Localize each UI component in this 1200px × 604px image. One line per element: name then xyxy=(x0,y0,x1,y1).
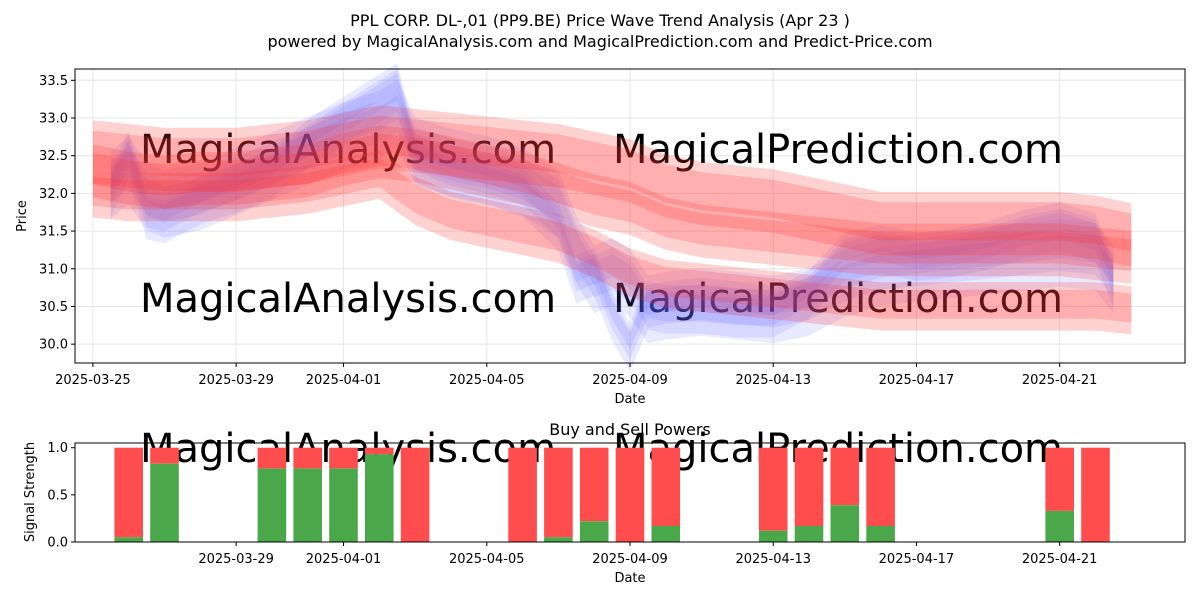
blue-wave-band xyxy=(110,79,1114,344)
watermark: MagicalPrediction.com xyxy=(613,127,1063,173)
sell-power-bar xyxy=(257,447,287,469)
power-y-axis: 0.0 0.5 1.0 xyxy=(47,441,75,551)
blue-wave-band xyxy=(110,95,1114,316)
sell-power-bar xyxy=(866,447,895,526)
price-x-label: Date xyxy=(614,392,645,407)
buy-power-bar xyxy=(329,468,358,542)
sell-power-bar xyxy=(293,447,322,469)
price-grid xyxy=(75,69,1185,363)
red-wave-band xyxy=(92,125,1132,284)
power-x-tick-label: 2025-04-01 xyxy=(306,552,382,567)
sell-power-bar xyxy=(1081,447,1110,542)
buy-power-bar xyxy=(866,526,895,542)
sell-power-bar xyxy=(758,447,788,531)
price-x-axis: 2025-03-25 2025-03-29 2025-04-01 2025-04-05… xyxy=(55,363,1097,388)
buy-power-bar xyxy=(114,537,143,542)
price-x-tick-label: 2025-04-09 xyxy=(592,373,668,388)
price-x-tick-label: 2025-04-21 xyxy=(1022,373,1098,388)
buy-power-bar xyxy=(651,526,681,542)
price-waves xyxy=(92,63,1132,372)
red-wave-band xyxy=(92,150,1132,335)
sell-power-bar xyxy=(1045,447,1074,511)
red-wave-band xyxy=(92,157,1132,323)
red-wave-band xyxy=(92,105,1132,267)
sell-power-bar xyxy=(651,447,681,526)
power-y-tick-label: 0.5 xyxy=(47,488,68,503)
power-x-label: Date xyxy=(614,571,645,586)
price-x-tick-label: 2025-04-01 xyxy=(306,373,382,388)
chart-title: PPL CORP. DL-,01 (PP9.BE) Price Wave Tre… xyxy=(350,11,850,30)
red-wave-band xyxy=(92,133,1132,271)
price-x-tick-label: 2025-03-29 xyxy=(198,373,274,388)
watermark: MagicalPrediction.com xyxy=(613,276,1063,322)
price-y-tick-label: 31.5 xyxy=(39,225,68,240)
sell-power-bar xyxy=(615,447,645,542)
sell-power-bar xyxy=(579,447,609,522)
price-x-tick-label: 2025-04-05 xyxy=(449,373,525,388)
buy-power-bar xyxy=(257,468,287,542)
sell-power-bar xyxy=(329,447,358,469)
price-x-tick-label: 2025-04-13 xyxy=(735,373,811,388)
price-x-tick-label: 2025-04-17 xyxy=(879,373,955,388)
price-y-label: Price xyxy=(15,200,30,232)
price-y-tick-label: 31.0 xyxy=(39,262,68,277)
price-y-tick-label: 30.5 xyxy=(39,300,68,315)
buy-power-bar xyxy=(293,468,322,542)
power-panel: Buy and Sell Powers MagicalAnalysis.com … xyxy=(23,420,1186,586)
blue-wave-band xyxy=(110,63,1114,372)
chart-subtitle: powered by MagicalAnalysis.com and Magic… xyxy=(267,32,932,51)
buy-power-bar xyxy=(794,526,824,542)
sell-power-bar xyxy=(150,447,179,464)
power-title: Buy and Sell Powers xyxy=(549,420,711,439)
buy-power-bar xyxy=(365,454,394,542)
power-x-tick-label: 2025-04-13 xyxy=(735,552,811,567)
buy-power-bar xyxy=(758,530,788,542)
power-y-tick-label: 0.0 xyxy=(47,536,68,551)
buy-power-bar xyxy=(830,505,860,542)
sell-power-bar xyxy=(794,447,824,526)
power-y-tick-label: 1.0 xyxy=(47,441,68,456)
sell-power-bar xyxy=(400,447,430,542)
buy-power-bar xyxy=(150,463,179,542)
price-x-tick-label: 2025-03-25 xyxy=(55,373,131,388)
price-y-tick-label: 30.0 xyxy=(39,338,68,353)
price-y-tick-label: 32.0 xyxy=(39,187,68,202)
power-bars xyxy=(114,447,1110,542)
price-y-axis: 30.0 30.5 31.0 31.5 32.0 32.5 33.0 33.5 xyxy=(39,74,75,353)
sell-power-bar xyxy=(508,447,537,542)
sell-power-bar xyxy=(114,447,143,538)
power-x-tick-label: 2025-04-05 xyxy=(449,552,525,567)
price-y-tick-label: 32.5 xyxy=(39,149,68,164)
blue-wave-band xyxy=(110,89,1114,328)
power-y-label: Signal Strength xyxy=(23,442,38,542)
power-x-tick-label: 2025-04-17 xyxy=(879,552,955,567)
price-y-tick-label: 33.5 xyxy=(39,74,68,89)
sell-power-bar xyxy=(365,447,394,455)
sell-power-bar xyxy=(830,447,860,506)
blue-wave-band xyxy=(110,69,1114,360)
power-x-tick-label: 2025-04-09 xyxy=(592,552,668,567)
watermark: MagicalAnalysis.com xyxy=(140,276,556,322)
watermark: MagicalAnalysis.com xyxy=(140,127,556,173)
power-x-tick-label: 2025-03-29 xyxy=(198,552,274,567)
buy-power-bar xyxy=(1045,510,1074,542)
power-x-tick-label: 2025-04-21 xyxy=(1022,552,1098,567)
buy-power-bar xyxy=(579,521,609,542)
buy-power-bar xyxy=(544,537,573,542)
red-wave-band xyxy=(92,115,1132,252)
power-x-axis: 2025-03-29 2025-04-01 2025-04-05 2025-04-09… xyxy=(198,542,1097,567)
sell-power-bar xyxy=(544,447,573,538)
price-panel: MagicalAnalysis.com MagicalPrediction.co… xyxy=(15,63,1186,407)
price-y-tick-label: 33.0 xyxy=(39,112,68,127)
